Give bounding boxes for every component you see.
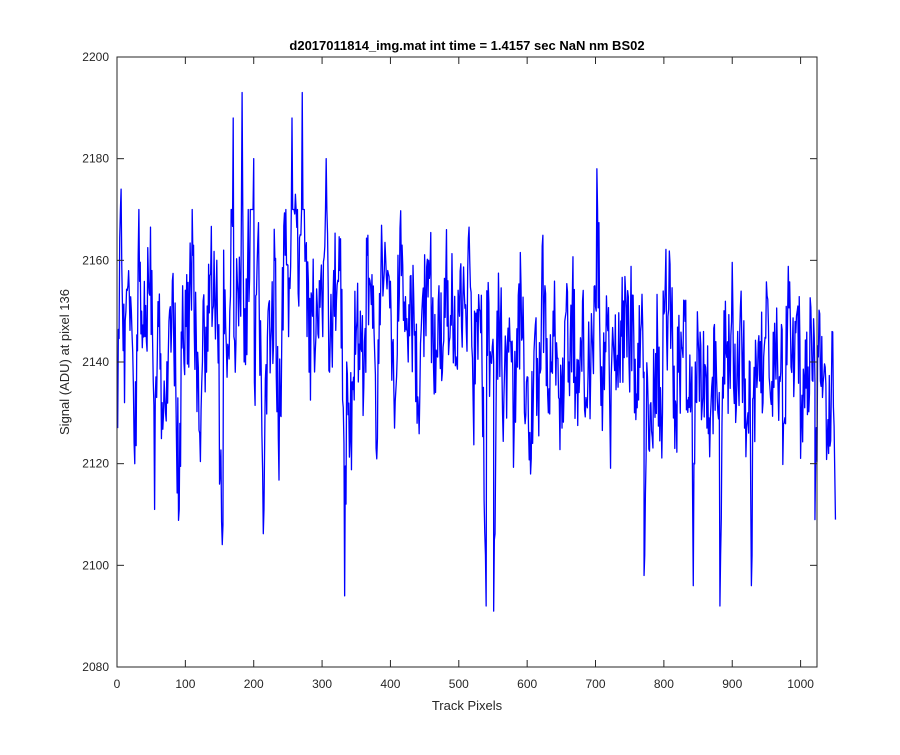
x-tick-label: 800 — [654, 677, 674, 691]
series-line — [117, 91, 837, 612]
y-tick-label: 2160 — [82, 253, 109, 267]
x-tick-label: 500 — [449, 677, 469, 691]
y-tick-label: 2180 — [82, 152, 109, 166]
x-tick-label: 100 — [175, 677, 195, 691]
x-tick-label: 600 — [517, 677, 537, 691]
y-tick-label: 2140 — [82, 355, 109, 369]
x-tick-label: 900 — [722, 677, 742, 691]
x-tick-label: 0 — [114, 677, 121, 691]
x-tick-label: 300 — [312, 677, 332, 691]
chart-title: d2017011814_img.mat int time = 1.4157 se… — [289, 38, 644, 53]
y-axis-label: Signal (ADU) at pixel 136 — [57, 289, 72, 435]
x-axis-label: Track Pixels — [432, 698, 503, 713]
x-axis: 0 100 200 300 400 500 600 700 800 900 1000 — [114, 57, 814, 691]
y-tick-label: 2120 — [82, 457, 109, 471]
plot-area — [116, 56, 837, 668]
x-tick-label: 400 — [380, 677, 400, 691]
axes-box — [116, 56, 818, 668]
x-tick-label: 200 — [244, 677, 264, 691]
y-axis: 2080 2100 2120 2140 2160 2180 2200 — [82, 50, 817, 674]
x-tick-label: 700 — [586, 677, 606, 691]
x-tick-label: 1000 — [787, 677, 814, 691]
y-tick-label: 2200 — [82, 50, 109, 64]
y-tick-label: 2100 — [82, 558, 109, 572]
y-tick-label: 2080 — [82, 660, 109, 674]
